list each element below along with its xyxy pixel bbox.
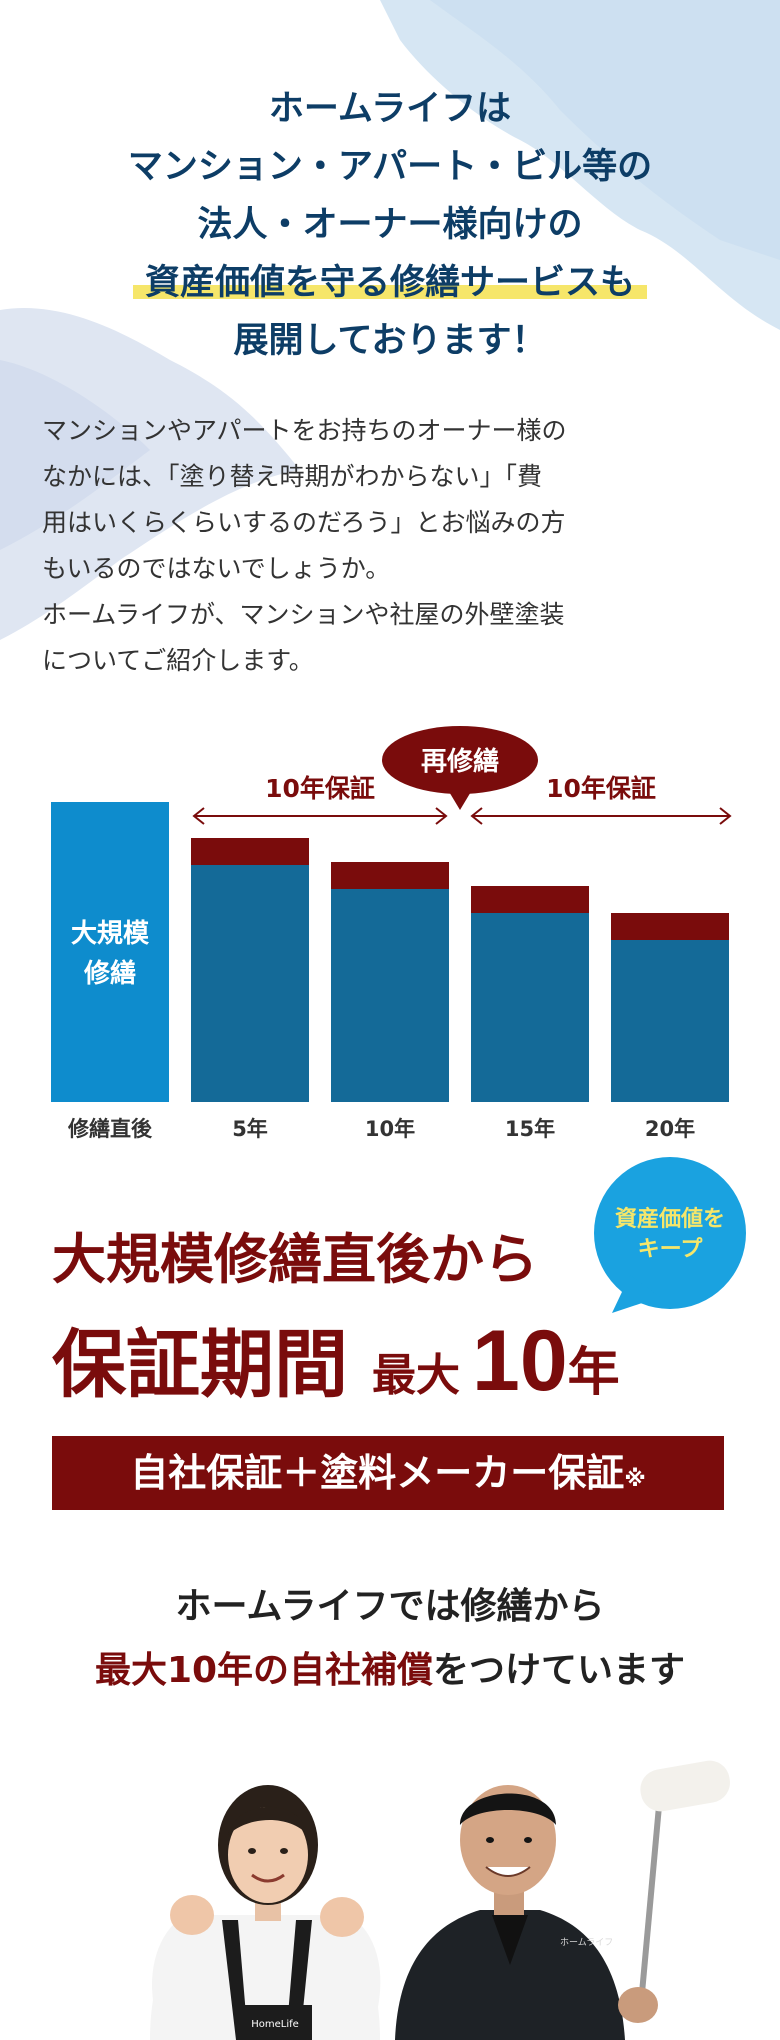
chart-bar [191,865,309,1102]
paint-roller [640,1760,730,1812]
banner-note: ※ [624,1467,646,1492]
staff-photo: HomeLife ホームライフ [150,1760,730,2040]
headline-line-2: マンション・アパート・ビル等の [127,147,653,187]
staff-man: ホームライフ [395,1760,730,2040]
banner-text: 自社保証＋塗料メーカー保証 [130,1451,625,1495]
chart-bar-deterioration [331,862,449,889]
chart-bar-deterioration [471,886,589,913]
first-bar-label-2: 修繕 [83,958,136,989]
badge-line-1: 資産価値を [614,1207,725,1232]
repair-bubble-tail [448,790,472,810]
max-text: 最大 [372,1350,460,1401]
arrowhead [435,807,448,825]
intro-line: 用はいくらくらいするのだろう」とお悩みの方 [42,508,566,537]
headline-line-1: ホームライフは [268,89,512,129]
arrowhead [192,807,205,825]
headline-line-5: 展開しております！ [233,321,547,361]
warranty-chart: 10年保証 10年保証 再修繕 大規模 修繕 修繕直後 5年 10年 15年 20年 [51,726,732,1140]
warranty-label-right: 10年保証 [546,774,656,803]
chart-tick-label: 10年 [365,1117,415,1140]
intro-line: についてご紹介します。 [42,646,314,675]
chart-tick-label: 5年 [232,1117,268,1140]
catch-line-1: 大規模修繕直後から [52,1228,538,1291]
intro-line: ホームライフが、マンションや社屋の外壁塗装 [42,600,565,629]
years-number: 10 [472,1313,568,1409]
chart-bar-deterioration [191,838,309,865]
sub-line-2: をつけています [433,1650,686,1691]
headline-line-3: 法人・オーナー様向けの [197,205,583,245]
intro-paragraph: マンションやアパートをお持ちのオーナー様の なかには、「塗り替え時期がわからない… [42,408,742,684]
intro-line: なかには、「塗り替え時期がわからない」「費 [42,462,543,491]
chart-bar [611,940,729,1102]
arrowhead [719,807,732,825]
chart-bar-deterioration [611,913,729,940]
chart-bar [471,913,589,1102]
badge-text: 資産価値を キープ [590,1205,750,1265]
asset-value-badge [594,1157,746,1313]
headline-highlight: 資産価値を守る修繕サービスも [132,263,647,303]
intro-line: もいるのではないでしょうか。 [42,554,391,583]
intro-line: マンションやアパートをお持ちのオーナー様の [42,416,567,445]
chart-tick-label: 15年 [505,1117,555,1140]
chart-tick-label: 20年 [645,1117,695,1140]
catch-line-2: 保証期間 最大 10年 [52,1305,620,1412]
apron-text: HomeLife [251,2019,299,2030]
repair-bubble [382,726,538,794]
roller-handle [637,1794,663,2016]
staff-woman: HomeLife [150,1785,381,2040]
main-headline: ホームライフは マンション・アパート・ビル等の 法人・オーナー様向けの 資産価値… [0,80,780,370]
sub-line-1: ホームライフでは修繕から [175,1586,605,1627]
first-bar-label-1: 大規模 [71,919,150,949]
repair-bubble-label: 再修繕 [421,746,499,777]
chart-tick-label: 修繕直後 [67,1117,153,1140]
chart-bar [51,802,169,1102]
warranty-label-left: 10年保証 [265,774,375,803]
background-wash [0,0,780,640]
warranty-banner: 自社保証＋塗料メーカー保証※ [52,1436,724,1510]
chart-bar [331,889,449,1102]
sub-highlight: 最大10年の自社補償 [94,1650,434,1691]
years-unit: 年 [567,1343,620,1403]
badge-line-2: キープ [637,1237,703,1262]
arrowhead [470,807,483,825]
jacket-text: ホームライフ [560,1937,613,1948]
warranty-period-text: 保証期間 [52,1322,348,1408]
compensation-copy: ホームライフでは修繕から 最大10年の自社補償をつけています [0,1575,780,1703]
